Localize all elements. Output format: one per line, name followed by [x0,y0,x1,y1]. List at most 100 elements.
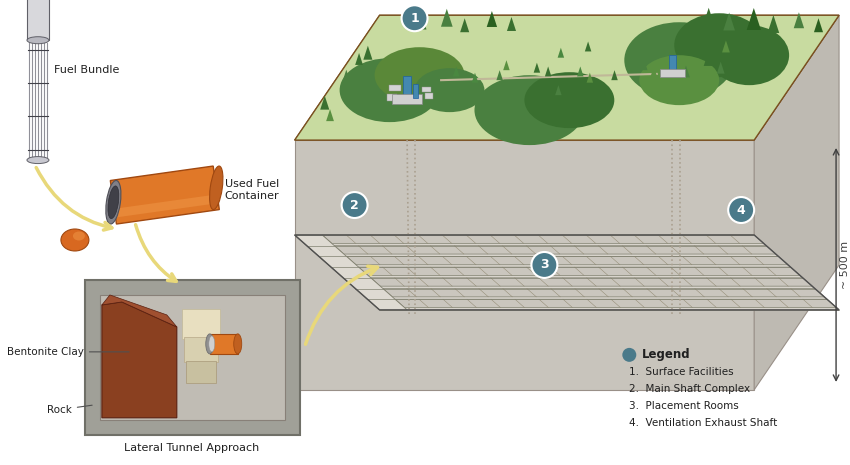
Text: Bentonite Clay: Bentonite Clay [7,347,129,357]
Bar [27,0,49,40]
Polygon shape [453,66,460,76]
Polygon shape [717,62,724,73]
Text: 2: 2 [350,199,359,212]
Polygon shape [641,60,648,70]
Polygon shape [295,15,839,140]
Text: 4.  Ventilation Exhaust Shaft: 4. Ventilation Exhaust Shaft [629,418,778,428]
Polygon shape [496,70,503,80]
Polygon shape [534,63,540,73]
Ellipse shape [209,336,215,352]
Polygon shape [746,8,761,30]
Polygon shape [704,52,713,66]
Ellipse shape [709,25,789,85]
Polygon shape [341,70,352,86]
Polygon shape [363,46,372,60]
Bar [422,87,431,93]
Bar [403,76,411,96]
Ellipse shape [73,232,85,240]
Text: 1: 1 [411,12,419,25]
Circle shape [401,5,428,31]
Polygon shape [739,48,747,62]
Polygon shape [416,13,427,29]
Ellipse shape [27,157,49,164]
Polygon shape [513,79,520,89]
Bar [392,94,422,105]
Ellipse shape [105,180,121,224]
Text: Rock: Rock [47,405,92,415]
Polygon shape [347,256,788,265]
Polygon shape [585,41,592,52]
Polygon shape [682,66,690,78]
Polygon shape [102,302,177,418]
Polygon shape [723,13,735,31]
Polygon shape [545,66,552,76]
Bar [425,93,433,100]
Circle shape [531,252,558,278]
Bar [660,69,685,78]
Text: 1.  Surface Facilities: 1. Surface Facilities [629,367,734,377]
Polygon shape [334,246,776,254]
Polygon shape [395,299,836,307]
Ellipse shape [415,68,484,112]
Polygon shape [295,15,839,140]
Circle shape [728,197,754,223]
Polygon shape [441,9,453,27]
Polygon shape [487,11,497,27]
Text: Lateral Tunnel Approach: Lateral Tunnel Approach [124,443,259,453]
Bar [387,94,397,101]
Text: 4: 4 [737,204,745,217]
Polygon shape [754,15,839,390]
Polygon shape [295,235,407,310]
Bar [413,85,418,99]
Polygon shape [326,109,334,121]
Polygon shape [503,60,510,70]
Ellipse shape [524,72,615,128]
Ellipse shape [639,55,719,105]
Ellipse shape [61,229,89,251]
Ellipse shape [234,334,241,354]
Polygon shape [611,70,618,80]
Polygon shape [322,235,763,243]
Ellipse shape [624,22,734,98]
Text: 3: 3 [540,259,549,272]
Polygon shape [371,278,812,286]
Ellipse shape [674,13,764,77]
Polygon shape [650,66,657,76]
Polygon shape [85,280,300,435]
Ellipse shape [108,186,119,219]
Polygon shape [295,235,839,310]
Polygon shape [382,288,824,297]
Polygon shape [507,17,516,31]
Circle shape [622,348,637,362]
Bar [186,361,216,383]
Polygon shape [472,73,479,83]
Text: Used Fuel
Container: Used Fuel Container [224,179,280,201]
Polygon shape [722,40,730,53]
Polygon shape [359,267,800,275]
Polygon shape [577,66,584,76]
Polygon shape [355,53,363,65]
Polygon shape [794,12,804,28]
Circle shape [342,192,367,218]
Polygon shape [460,18,469,32]
Bar [182,309,220,339]
Polygon shape [814,18,823,32]
Polygon shape [555,85,562,95]
Polygon shape [351,77,360,91]
Ellipse shape [27,37,49,44]
Text: ~ 500 m: ~ 500 m [840,241,850,289]
Ellipse shape [210,166,223,210]
Text: 3.  Placement Rooms: 3. Placement Rooms [629,401,739,411]
Ellipse shape [206,334,213,354]
Text: 2.  Main Shaft Complex: 2. Main Shaft Complex [629,384,751,394]
Polygon shape [102,295,177,327]
Text: Legend: Legend [643,348,691,361]
Polygon shape [100,295,285,420]
Polygon shape [295,140,754,390]
Bar [389,86,401,92]
Bar [210,334,238,354]
Ellipse shape [340,58,439,122]
Ellipse shape [474,75,584,145]
Polygon shape [320,96,329,110]
Polygon shape [702,8,715,28]
